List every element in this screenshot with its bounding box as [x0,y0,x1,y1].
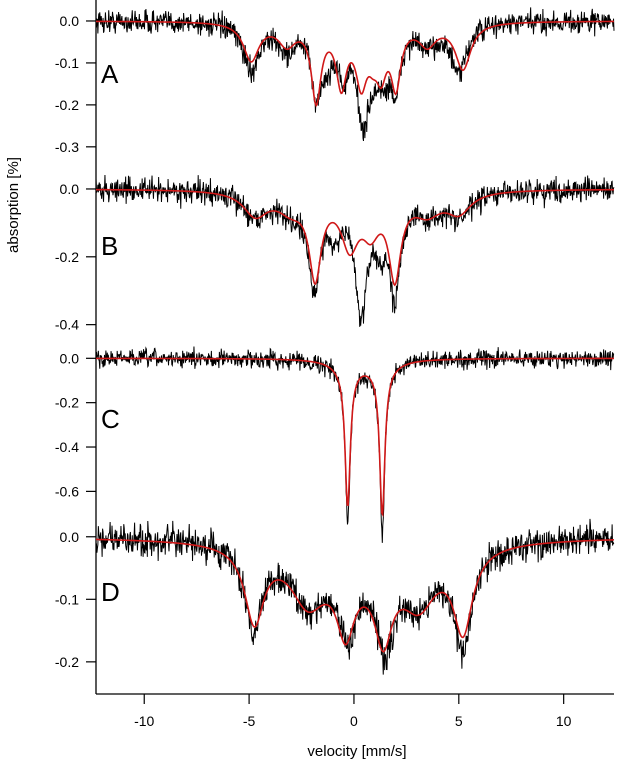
y-tick-label: -0.1 [55,591,79,607]
panel-label-b: B [101,231,118,261]
spectrum-panel-c: 0.0 -0.2 -0.4 -0.6 C [55,346,615,543]
y-axis-title: absorption [%] [5,157,22,253]
x-axis-title: velocity [mm/s] [307,743,406,760]
y-tick-label: -0.2 [55,395,79,411]
x-tick-label: 10 [556,713,572,729]
y-tick-label: 0.0 [60,13,80,29]
measured-data-line [95,175,615,327]
fit-curve-line [96,357,614,518]
measured-data-line [95,346,615,543]
y-tick-label: 0.0 [60,350,80,366]
panel-label-a: A [101,59,119,89]
y-tick-label: -0.2 [55,249,79,265]
panel-label-c: C [101,404,120,434]
y-tick-label: 0.0 [60,529,80,545]
y-tick-label: -0.1 [55,55,79,71]
x-tick-label: -5 [243,713,256,729]
fit-curve-line [96,188,615,287]
measured-data-line [95,518,615,675]
x-ticks: -10 -5 0 5 10 [134,694,572,729]
y-tick-label: -0.6 [55,483,79,499]
y-tick-label: -0.2 [55,97,79,113]
spectrum-panel-b: 0.0 -0.2 -0.4 B [55,175,615,333]
spectrum-panel-d: 0.0 -0.1 -0.2 D [55,518,615,675]
x-tick-label: -10 [134,713,154,729]
y-tick-label: -0.2 [55,654,79,670]
y-tick-label: 0.0 [60,181,80,197]
y-tick-label: -0.3 [55,139,79,155]
spectra-panels: 0.0 -0.1 -0.2 -0.3 A 0.0 -0.2 -0.4 B 0.0 -0.2 -0.4 -… [55,7,615,675]
panel-label-d: D [101,577,120,607]
fit-curve-line [95,538,615,653]
fit-curve-line [96,20,615,108]
spectrum-panel-a: 0.0 -0.1 -0.2 -0.3 A [55,7,615,155]
y-tick-label: -0.4 [55,439,79,455]
measured-data-line [95,7,615,142]
y-tick-label: -0.4 [55,317,79,333]
x-tick-label: 5 [455,713,463,729]
x-tick-label: 0 [350,713,358,729]
